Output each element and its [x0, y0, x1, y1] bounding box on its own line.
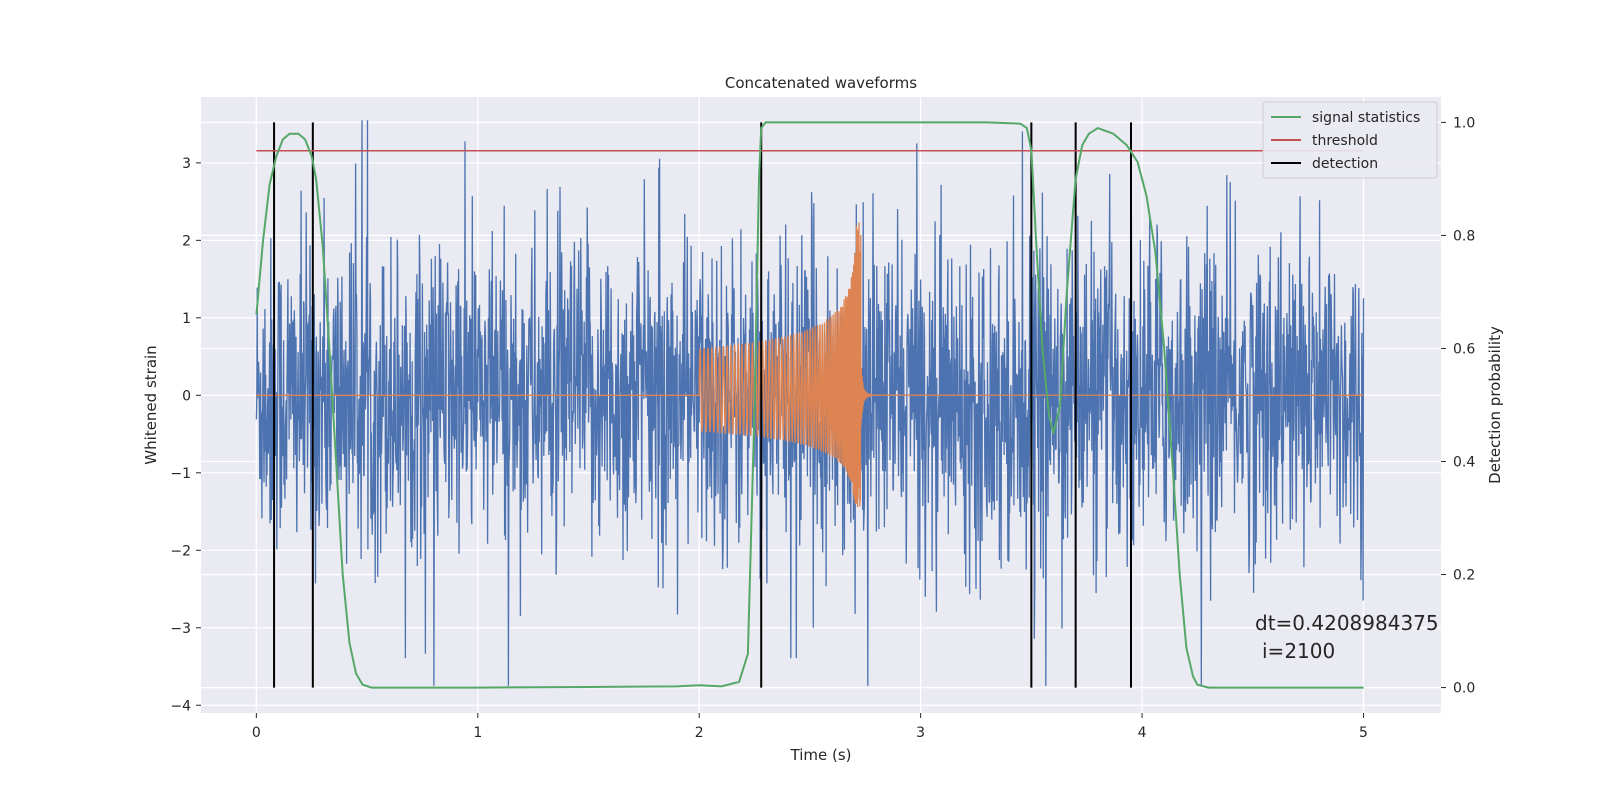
- x-tick-label: 1: [473, 725, 482, 741]
- y-tick-label: 0: [182, 388, 191, 404]
- y-axis-label: Whitened strain: [142, 345, 160, 464]
- y2-tick-label: 0.4: [1453, 455, 1475, 471]
- y2-tick-label: 0.6: [1453, 341, 1475, 357]
- y-tick-label: 2: [182, 233, 191, 249]
- legend-label: detection: [1312, 156, 1378, 172]
- ticks: 0 1 2 3 4 5 −4 −3 −2 −1 0 1 2 3 0.0 0.2 0.4 0.6 0.8 1.0: [170, 115, 1475, 741]
- plot-area: [255, 120, 1365, 689]
- annotation-dt: dt=0.4208984375: [1255, 611, 1439, 635]
- legend-label: threshold: [1312, 133, 1378, 149]
- y-tick-label: 3: [182, 156, 191, 172]
- y2-tick-label: 0.8: [1453, 228, 1475, 244]
- legend-box: [1262, 101, 1438, 179]
- legend-label: signal statistics: [1312, 110, 1420, 126]
- x-axis-label: Time (s): [790, 746, 852, 764]
- annotation-i: i=2100: [1262, 639, 1335, 663]
- x-tick-label: 5: [1359, 725, 1368, 741]
- y-tick-label: −2: [170, 543, 191, 559]
- y-tick-label: −4: [170, 698, 191, 714]
- y2-tick-label: 0.2: [1453, 568, 1475, 584]
- y-tick-label: −1: [170, 466, 191, 482]
- y-tick-label: 1: [182, 311, 191, 327]
- y2-tick-label: 0.0: [1453, 681, 1475, 697]
- signal-statistics-line: [255, 121, 1364, 689]
- chart-title: Concatenated waveforms: [725, 74, 917, 92]
- x-tick-label: 2: [695, 725, 704, 741]
- y2-axis-label: Detection probability: [1486, 326, 1504, 484]
- x-tick-label: 3: [916, 725, 925, 741]
- series-chirp-line: [256, 222, 1364, 508]
- legend: signal statistics threshold detection: [1262, 101, 1438, 179]
- x-tick-label: 4: [1138, 725, 1147, 741]
- x-tick-label: 0: [252, 725, 261, 741]
- y2-tick-label: 1.0: [1453, 115, 1475, 131]
- y-tick-label: −3: [170, 621, 191, 637]
